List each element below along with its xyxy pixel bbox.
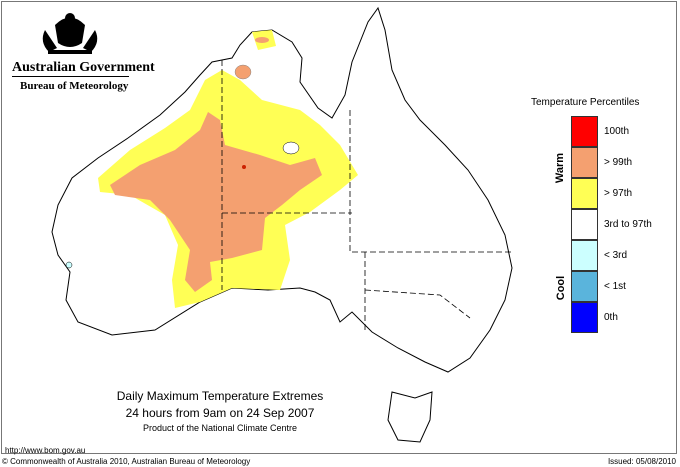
government-name: Australian Government: [12, 60, 155, 75]
heat-regions: [65, 30, 358, 308]
legend-warm-label: Warm: [554, 152, 567, 184]
region-above-99th-north: [234, 64, 252, 80]
region-100th: [242, 165, 246, 169]
map-title: Daily Maximum Temperature Extremes: [116, 389, 324, 403]
legend-label: > 99th: [604, 157, 633, 168]
bureau-name: Bureau of Meteorology: [20, 80, 129, 92]
legend-label: < 1st: [604, 281, 626, 292]
legend-label: 100th: [604, 126, 630, 137]
legend-label: 0th: [604, 312, 618, 323]
legend-swatch: [571, 302, 598, 333]
copyright: © Commonwealth of Australia 2010, Austra…: [2, 457, 251, 466]
tasmania: [387, 391, 433, 443]
region-normal-hole: [282, 141, 300, 155]
map-frame: [1, 1, 677, 454]
state-borders: [221, 60, 512, 330]
issued-date: Issued: 05/08/2010: [607, 457, 676, 466]
legend-label: 3rd to 97th: [604, 219, 652, 230]
region-above-99th: [110, 112, 322, 292]
legend-swatch: [571, 271, 598, 302]
legend-cool-label: Cool: [555, 275, 568, 301]
website-link[interactable]: http://www.bom.gov.au: [5, 446, 86, 455]
legend-swatch: [571, 116, 598, 147]
legend-swatch: [571, 209, 598, 240]
region-below-3rd: [65, 261, 73, 269]
map-product: Product of the National Climate Centre: [142, 423, 298, 433]
region-above-99th-topend: [255, 37, 269, 43]
legend-swatch: [571, 147, 598, 178]
legend-label: > 97th: [604, 188, 633, 199]
legend-label: < 3rd: [604, 250, 628, 261]
legend-swatch: [571, 178, 598, 209]
legend-title: Temperature Percentiles: [531, 97, 640, 108]
map-subtitle: 24 hours from 9am on 24 Sep 2007: [125, 406, 315, 420]
coat-of-arms-logo: [42, 13, 98, 54]
legend-swatch: [571, 240, 598, 271]
header-divider: [12, 76, 129, 77]
